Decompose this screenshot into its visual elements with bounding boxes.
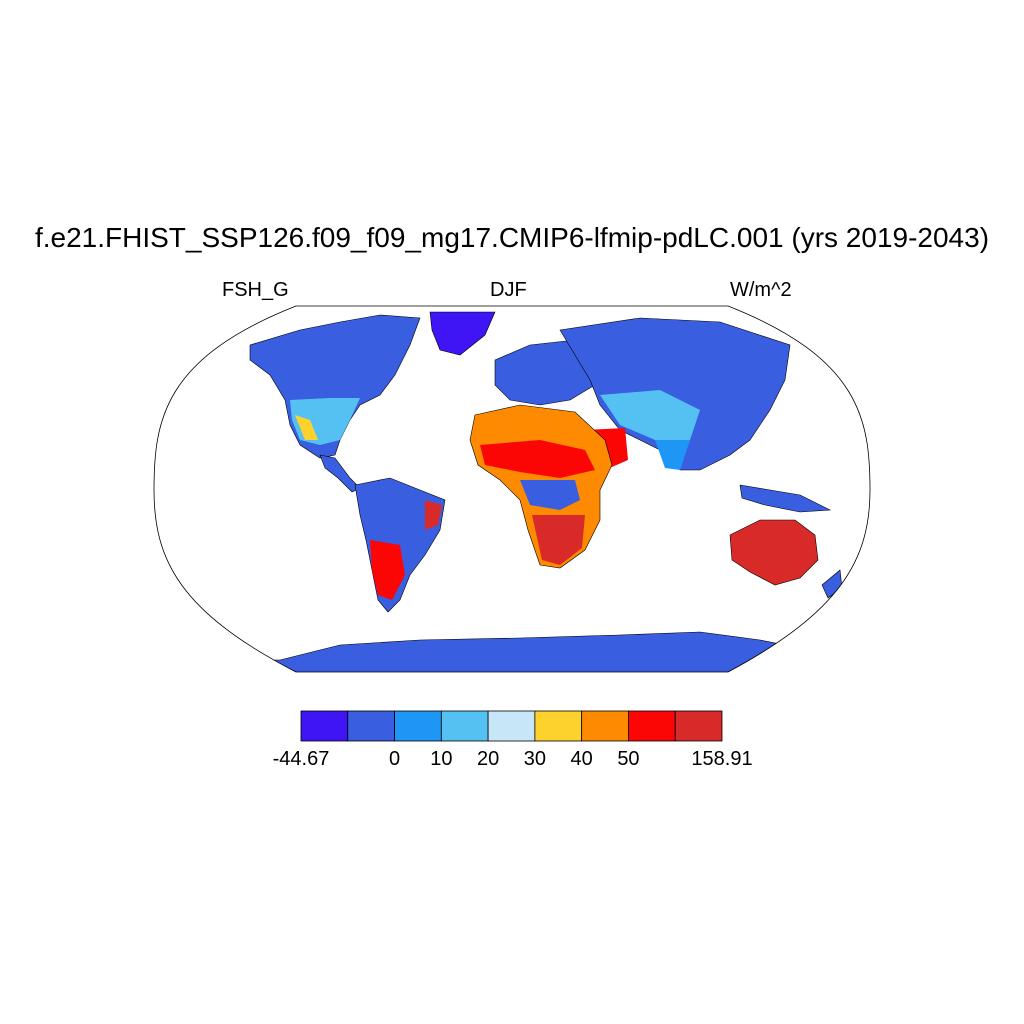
variable-label: FSH_G (222, 279, 289, 301)
colorbar-tick-label: 0 (388, 748, 401, 770)
units-label: W/m^2 (730, 279, 792, 301)
region-greenland (429, 311, 496, 356)
region-europe (494, 339, 601, 406)
region-south-asia (655, 440, 690, 470)
colorbar-swatch (394, 710, 442, 742)
colorbar-tick-label: -44.67 (272, 748, 330, 770)
colorbar-swatch (347, 710, 395, 742)
region-brazil-east (425, 500, 442, 530)
colorbar-tick-label: 30 (523, 748, 546, 770)
region-central-africa (520, 480, 580, 510)
region-mexico (295, 415, 318, 440)
season-label: DJF (490, 279, 527, 301)
colorbar-swatch (534, 710, 583, 742)
map-boundary (153, 305, 871, 673)
map-title: f.e21.FHIST_SSP126.f09_f09_mg17.CMIP6-lf… (34, 222, 990, 253)
region-maritime-se-asia (739, 484, 832, 513)
region-asia (559, 317, 791, 471)
region-central-asia (600, 390, 700, 440)
region-south-america-south (370, 540, 405, 600)
colorbar-swatch (581, 710, 629, 742)
colorbar-tick-label: 20 (476, 748, 500, 770)
region-southern-africa (532, 515, 585, 565)
colorbar-swatch (300, 710, 349, 742)
colorbar-tick-label: 158.91 (691, 748, 753, 770)
colorbar-swatch (440, 710, 489, 742)
colorbar-swatch (628, 710, 676, 742)
region-sahara (480, 440, 595, 478)
colorbar-swatch (674, 710, 723, 742)
colorbar-tick-label: 50 (617, 748, 640, 770)
colorbar-tick-label: 10 (430, 748, 453, 770)
region-antarctica (179, 631, 861, 672)
colorbar-swatch (487, 710, 536, 742)
region-australia (729, 519, 819, 586)
colorbar-tick-label: 40 (570, 748, 593, 770)
